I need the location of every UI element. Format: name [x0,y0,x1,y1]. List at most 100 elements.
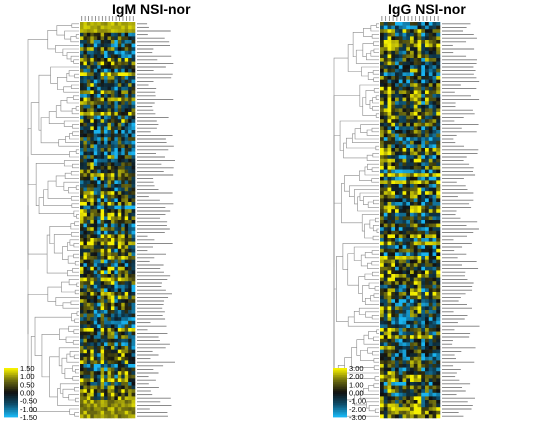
heatmap-cell [107,90,112,95]
heatmap-cell [124,346,129,350]
heatmap-cell [387,61,392,66]
heatmap-cell [428,94,433,98]
heatmap-cell [110,202,115,206]
heatmap-cell [80,288,84,293]
heatmap-cell [104,342,108,347]
heatmap-cell [131,367,136,372]
heatmap-cell [97,403,101,408]
heatmap-cell [86,115,91,120]
heatmap-cell [398,234,403,239]
heatmap-cell [110,198,115,203]
heatmap-cell [121,155,125,160]
heatmap-cell [432,79,437,84]
heatmap-cell [387,148,392,152]
heatmap-cell [90,270,95,275]
heatmap-cell [436,346,441,350]
heatmap-cell [124,263,129,268]
heatmap-cell [128,76,132,80]
heatmap-cell [410,169,415,174]
heatmap-cell [100,40,105,44]
heatmap-cell [432,385,437,390]
heatmap-cell [413,338,418,343]
heatmap-cell [83,115,88,120]
heatmap-cell [395,43,400,48]
dendrogram-branch [68,70,79,77]
heatmap-cell [428,400,433,404]
heatmap-cell [425,79,430,84]
heatmap-cell [413,223,418,228]
heatmap-cell [432,342,437,347]
heatmap-cell [80,410,84,415]
dendrogram-branch [74,412,79,417]
heatmap-cell [90,180,95,185]
heatmap-cell [83,47,88,52]
dendrogram-branch [70,223,79,230]
heatmap-cell [425,32,430,37]
heatmap-cell [83,306,88,311]
heatmap-cell [107,68,112,73]
heatmap-cell [114,158,119,163]
heatmap-cell [432,108,437,113]
heatmap-cell [406,396,411,401]
heatmap-cell [110,223,115,228]
heatmap-cell [90,295,95,300]
heatmap-cell [417,140,422,145]
heatmap-cell [398,310,403,314]
heatmap-cells [80,22,136,419]
heatmap-cell [110,349,115,354]
heatmap-cell [413,32,418,37]
heatmap-cell [436,310,441,314]
heatmap-cell [80,166,84,170]
heatmap-cell [413,414,418,419]
heatmap-cell [380,43,385,48]
heatmap-cell [90,137,95,142]
heatmap-cell [90,148,95,152]
heatmap-cell [114,310,119,314]
heatmap-cell [425,292,430,296]
heatmap-cell [387,288,392,293]
heatmap-cell [97,353,101,358]
heatmap-cell [421,32,426,37]
heatmap-cell [421,173,426,178]
heatmap-cell [402,65,407,70]
heatmap-cell [391,32,396,37]
heatmap-cell [121,191,125,196]
heatmap-cell [97,133,101,138]
heatmap-cell [383,72,388,77]
heatmap-cell [80,169,84,174]
heatmap-cell [398,151,403,156]
heatmap-cell [117,227,122,232]
heatmap-cell [391,371,396,376]
heatmap-cell [391,79,396,84]
heatmap-cell [131,209,136,214]
dendrogram-branch [373,199,379,205]
heatmap-cell [436,234,441,239]
heatmap-cell [128,212,132,217]
heatmap-cell [104,140,108,145]
heatmap-cell [436,22,441,26]
heatmap-cell [86,122,91,127]
heatmap-cell [117,176,122,181]
heatmap-cell [413,209,418,214]
heatmap-cell [97,119,101,124]
heatmap-cell [107,266,112,271]
heatmap-cell [387,83,392,88]
heatmap-cell [402,382,407,386]
heatmap-cell [114,151,119,156]
heatmap-cell [124,382,129,386]
heatmap-cell [80,130,84,134]
heatmap-cell [104,130,108,134]
heatmap-cell [100,79,105,84]
heatmap-cell [395,353,400,358]
heatmap-cell [90,356,95,361]
heatmap-cell [114,209,119,214]
heatmap-cell [402,173,407,178]
heatmap-cell [83,302,88,307]
heatmap-cell [100,65,105,70]
heatmap-cell [93,392,98,397]
heatmap-cell [395,176,400,181]
heatmap-cell [117,295,122,300]
heatmap-cell [104,230,108,235]
heatmap-cell [93,126,98,131]
heatmap-cell [428,32,433,37]
